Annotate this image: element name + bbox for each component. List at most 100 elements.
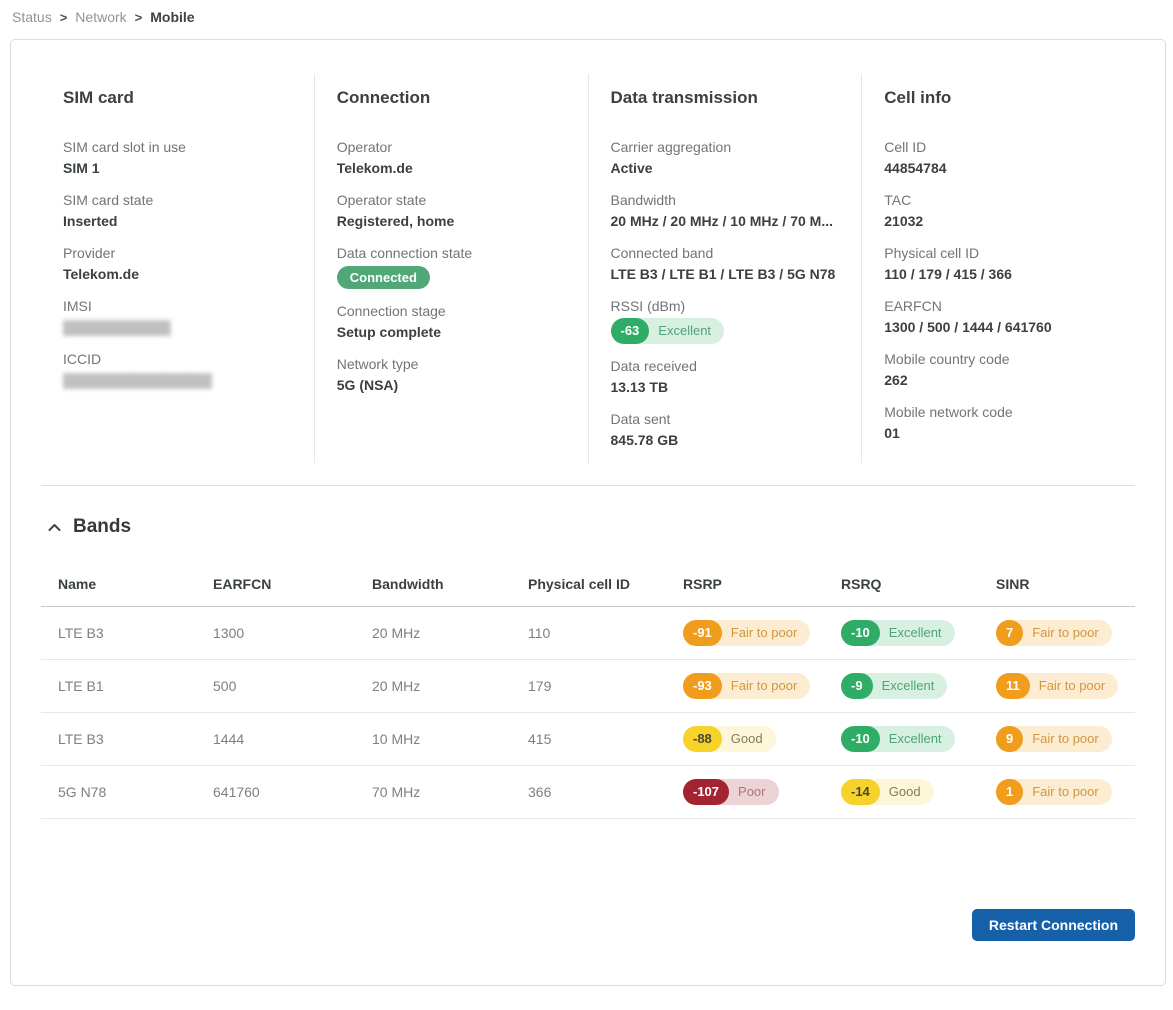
- field-cell-id: Cell ID 44854784: [884, 138, 1113, 178]
- field-label: Operator state: [336, 192, 427, 208]
- table-row: 5G N78 641760 70 MHz 366 -107 Poor -14 Goo…: [41, 765, 1135, 819]
- field-mcc: Mobile country code 262: [884, 350, 1113, 390]
- field-label: Provider: [63, 245, 116, 261]
- rsrp-quality-badge: -107 Poor: [683, 779, 779, 805]
- table-row: LTE B1 500 20 MHz 179 -93 Fair to poor -9…: [41, 659, 1135, 713]
- bands-section: Bands Name EARFCN Bandwidth Physical cel…: [11, 486, 1165, 819]
- panel-title-data-transmission: Data transmission: [610, 88, 758, 107]
- field-value: Telekom.de: [336, 160, 413, 176]
- field-operator: Operator Telekom.de: [337, 138, 566, 178]
- field-label: Mobile network code: [884, 404, 1013, 420]
- field-value-redacted: ██████████████████: [63, 373, 212, 388]
- rsrq-quality-label: Good: [888, 784, 921, 799]
- sinr-quality-badge: 9 Fair to poor: [996, 726, 1112, 752]
- cell-pci: 110: [511, 606, 666, 660]
- rsrp-value: -88: [683, 726, 722, 752]
- sinr-quality-label: Fair to poor: [1032, 784, 1099, 799]
- field-sim-state: SIM card state Inserted: [63, 191, 292, 231]
- cell-pci: 366: [511, 765, 666, 819]
- cell-band-name: 5G N78: [41, 765, 196, 819]
- chevron-up-icon[interactable]: [48, 523, 61, 532]
- breadcrumb-link-status[interactable]: Status: [12, 9, 52, 25]
- cell-pci: 415: [511, 712, 666, 766]
- panel-title-connection: Connection: [336, 88, 431, 107]
- field-label: Data connection state: [336, 245, 473, 261]
- mobile-status-card: SIM card SIM card slot in use SIM 1 SIM …: [10, 39, 1166, 986]
- sinr-quality-label: Fair to poor: [1038, 678, 1106, 693]
- rsrq-quality-label: Excellent: [888, 625, 942, 640]
- sinr-value: 7: [996, 620, 1024, 646]
- field-data-sent: Data sent 845.78 GB: [611, 410, 840, 450]
- column-header-bandwidth: Bandwidth: [355, 566, 511, 607]
- rsrp-value: -93: [683, 673, 722, 699]
- field-value: 20 MHz / 20 MHz / 10 MHz / 70 M...: [610, 213, 834, 229]
- rsrq-quality-badge: -10 Excellent: [841, 620, 955, 646]
- field-label: Cell ID: [884, 139, 927, 155]
- field-imsi: IMSI █████████████: [63, 297, 292, 337]
- field-value: Telekom.de: [63, 266, 139, 282]
- rsrp-quality-label: Poor: [738, 784, 766, 799]
- field-value: 262: [884, 372, 908, 388]
- rsrq-value: -10: [841, 726, 880, 752]
- column-header-name: Name: [41, 566, 196, 607]
- restart-connection-button[interactable]: Restart Connection: [971, 909, 1135, 941]
- field-mnc: Mobile network code 01: [884, 403, 1113, 443]
- cell-bandwidth: 10 MHz: [355, 712, 511, 766]
- field-value: 21032: [884, 213, 924, 229]
- cell-band-name: LTE B3: [41, 606, 196, 660]
- cell-band-name: LTE B1: [41, 659, 196, 713]
- rsrq-quality-badge: -14 Good: [841, 779, 934, 805]
- field-value: 1300 / 500 / 1444 / 641760: [884, 319, 1052, 335]
- sinr-quality-label: Fair to poor: [1032, 731, 1099, 746]
- field-operator-state: Operator state Registered, home: [337, 191, 566, 231]
- card-footer: Restart Connection: [971, 909, 1135, 941]
- field-label: EARFCN: [884, 298, 942, 314]
- panel-cell-info: Cell info Cell ID 44854784 TAC 21032 Phy…: [861, 74, 1135, 463]
- field-label: Bandwidth: [610, 192, 676, 208]
- rsrq-value: -9: [841, 673, 873, 699]
- field-label: TAC: [884, 192, 912, 208]
- rsrp-quality-badge: -88 Good: [683, 726, 776, 752]
- cell-bandwidth: 20 MHz: [355, 606, 511, 660]
- field-connection-stage: Connection stage Setup complete: [337, 302, 566, 342]
- cell-earfcn: 500: [196, 659, 355, 713]
- bands-section-title: Bands: [73, 516, 132, 537]
- field-label: SIM card state: [63, 192, 154, 208]
- column-header-earfcn: EARFCN: [196, 566, 355, 607]
- bands-collapse-toggle[interactable]: Bands: [48, 516, 131, 538]
- sinr-quality-badge: 11 Fair to poor: [996, 673, 1119, 699]
- breadcrumb-link-network[interactable]: Network: [75, 9, 127, 25]
- field-earfcn: EARFCN 1300 / 500 / 1444 / 641760: [884, 297, 1113, 337]
- field-label: Mobile country code: [884, 351, 1010, 367]
- field-value: 110 / 179 / 415 / 366: [884, 266, 1012, 282]
- field-label: Carrier aggregation: [610, 139, 732, 155]
- table-header-row: Name EARFCN Bandwidth Physical cell ID R…: [41, 566, 1135, 607]
- rsrq-quality-label: Excellent: [888, 731, 942, 746]
- rsrq-quality-label: Excellent: [881, 678, 935, 693]
- field-physical-cell-id: Physical cell ID 110 / 179 / 415 / 366: [884, 244, 1113, 284]
- column-header-rsrp: RSRP: [666, 566, 824, 607]
- field-label: Connection stage: [336, 303, 446, 319]
- field-connected-band: Connected band LTE B3 / LTE B1 / LTE B3 …: [611, 244, 840, 284]
- field-sim-slot: SIM card slot in use SIM 1: [63, 138, 292, 178]
- rsrq-quality-badge: -9 Excellent: [841, 673, 948, 699]
- field-label: Connected band: [610, 245, 714, 261]
- cell-bandwidth: 20 MHz: [355, 659, 511, 713]
- field-label: IMSI: [63, 298, 92, 314]
- field-data-connection-state: Data connection state Connected: [336, 244, 566, 289]
- column-header-sinr: SINR: [979, 566, 1135, 607]
- field-rssi: RSSI (dBm) -63 Excellent: [610, 297, 840, 344]
- sinr-value: 1: [996, 779, 1024, 805]
- breadcrumb-separator-icon: >: [134, 9, 143, 25]
- rsrp-quality-badge: -91 Fair to poor: [683, 620, 811, 646]
- panel-data-transmission: Data transmission Carrier aggregation Ac…: [587, 74, 862, 463]
- sinr-quality-badge: 1 Fair to poor: [996, 779, 1112, 805]
- sinr-quality-badge: 7 Fair to poor: [996, 620, 1112, 646]
- cell-band-name: LTE B3: [41, 712, 196, 766]
- connected-status-badge: Connected: [336, 266, 430, 289]
- field-value: 845.78 GB: [610, 432, 679, 448]
- field-iccid: ICCID ██████████████████: [63, 350, 292, 390]
- field-value: Active: [610, 160, 653, 176]
- sinr-value: 11: [996, 673, 1030, 699]
- rssi-value: -63: [610, 318, 650, 344]
